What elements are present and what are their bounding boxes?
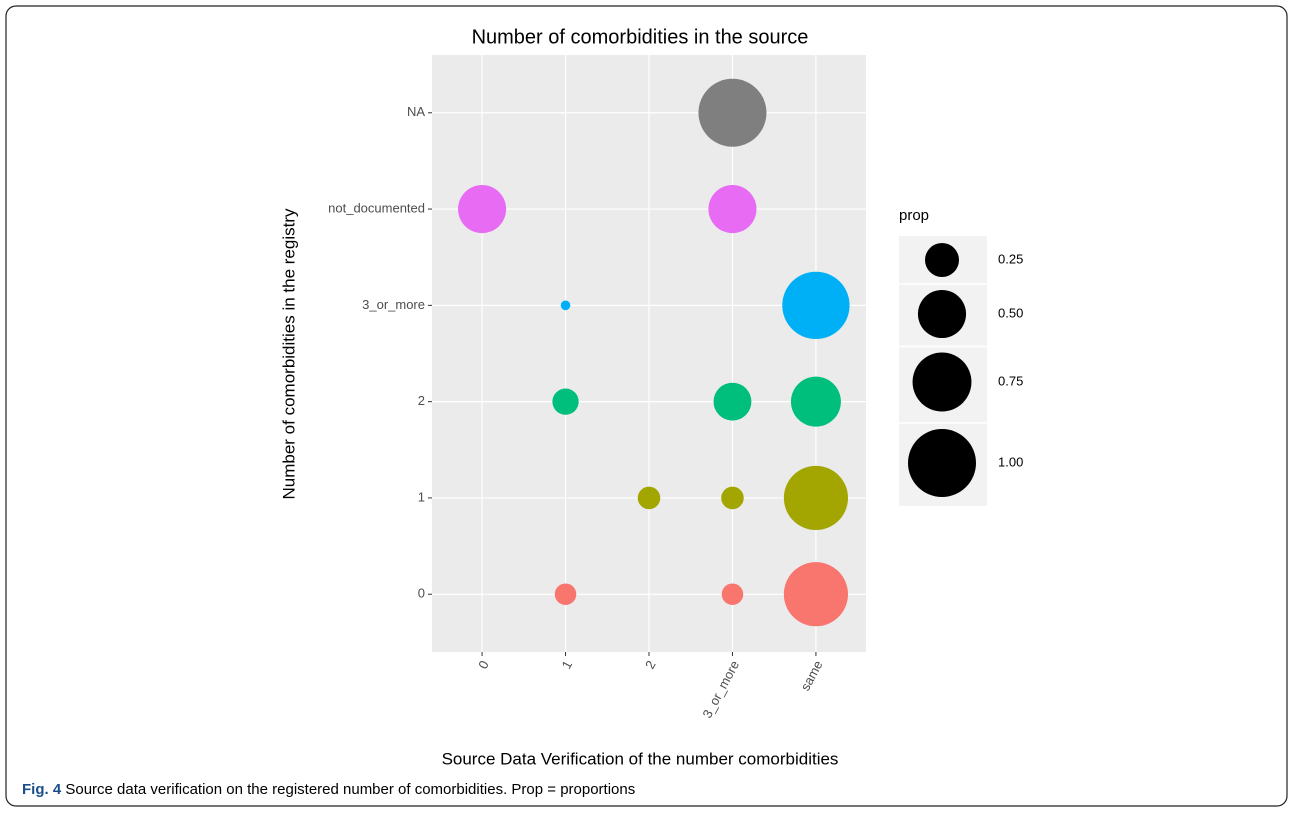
legend-label: 1.00 [998, 454, 1023, 469]
y-tick-label: 0 [418, 586, 425, 601]
legend-key [917, 289, 967, 339]
legend-label: 0.50 [998, 305, 1023, 320]
legend-title: prop [899, 207, 929, 224]
bubble [560, 300, 571, 311]
bubble [637, 486, 661, 510]
y-tick-label: 3_or_more [362, 297, 425, 312]
bubble [721, 583, 744, 605]
bubble [713, 382, 752, 421]
caption-label: Fig. 4 [22, 781, 62, 798]
legend-key [912, 352, 972, 412]
y-tick-label: not_documented [328, 201, 425, 216]
y-axis-title: Number of comorbidities in the registry [279, 208, 298, 500]
legend-label: 0.75 [998, 373, 1023, 388]
chart-title: Number of comorbidities in the source [472, 26, 809, 48]
bubble [782, 271, 850, 340]
bubble [552, 388, 579, 415]
legend-key [908, 429, 976, 497]
plot [458, 78, 850, 627]
caption-text: Source data verification on the register… [65, 781, 635, 798]
caption: Fig. 4 Source data verification on the r… [22, 781, 635, 798]
bubble [698, 78, 767, 147]
bubble [790, 376, 841, 427]
y-tick-label: 1 [418, 489, 425, 504]
legend-label: 0.25 [998, 251, 1023, 266]
bubble [554, 583, 577, 605]
bubble [458, 185, 507, 234]
y-tick-label: NA [407, 104, 425, 119]
bubble [783, 562, 848, 627]
bubble [708, 185, 757, 234]
bubble [721, 486, 744, 510]
legend-key [925, 243, 959, 277]
x-axis-title: Source Data Verification of the number c… [442, 749, 839, 768]
bubble [783, 465, 848, 531]
y-tick-label: 2 [418, 393, 425, 408]
